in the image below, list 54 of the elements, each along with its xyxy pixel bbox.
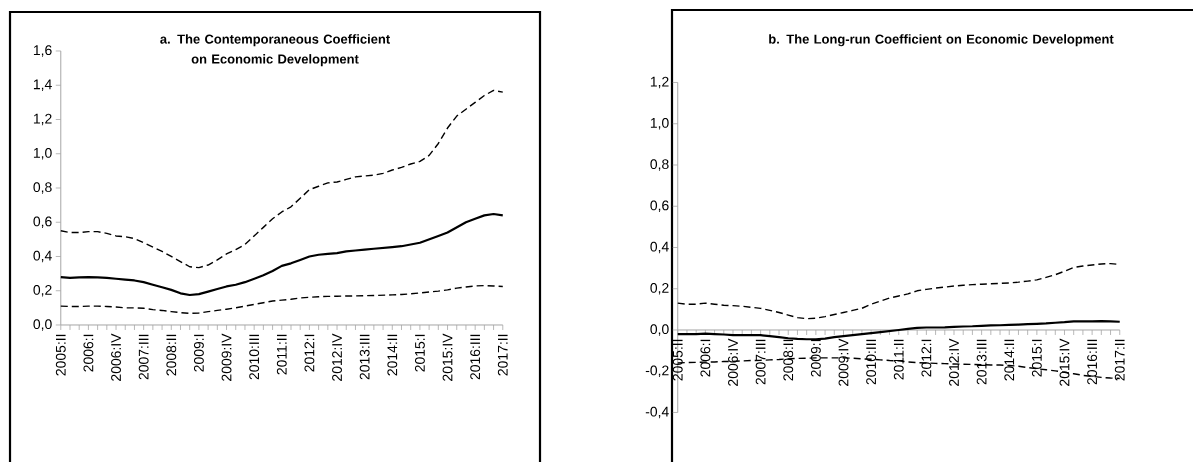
x-tick-label: 2011:II [276, 334, 287, 375]
x-tick-label: 2006:I [83, 334, 94, 372]
y-tick-label: 0,0 [650, 324, 669, 336]
y-tick-label: -0,4 [645, 406, 669, 419]
y-tick-label: 0,4 [650, 241, 669, 254]
y-tick-label: 0,6 [33, 216, 52, 228]
y-tick-label: 0,8 [650, 159, 669, 171]
x-tick-label: 2013:III [976, 339, 987, 385]
y-tick-label: 0,4 [33, 250, 52, 263]
x-tick-label: 2014:II [387, 334, 398, 376]
x-tick-label: 2008:II [166, 334, 177, 376]
x-tick-label: 2013:III [359, 334, 370, 380]
chart-title: a. The Contemporaneous Coefficient on Economic Development [160, 34, 390, 67]
y-tick-label: 0,8 [33, 182, 52, 194]
y-tick-label: 1,4 [33, 79, 52, 91]
x-tick-label: 2017:II [1114, 339, 1125, 381]
x-tick-label: 2012:IV [332, 333, 342, 381]
y-tick-label: 1,0 [33, 147, 52, 160]
x-tick-label: 2007:III [138, 334, 149, 380]
x-tick-label: 2006:IV [728, 338, 738, 386]
x-tick-label: 2005:II [672, 339, 683, 381]
chart-title: b. The Long-run Coefficient on Economic Development [769, 34, 1114, 47]
x-tick-label: 2017:II [497, 334, 508, 376]
y-tick-label: 1,6 [33, 45, 52, 57]
x-tick-label: 2016:III [470, 334, 481, 380]
x-tick-label: 2012:I [921, 339, 932, 377]
x-tick-label: 2009:IV [838, 338, 849, 386]
y-tick-label: -0,2 [645, 365, 669, 377]
x-tick-label: 2011:II [893, 339, 904, 380]
x-tick-label: 2009:IV [221, 333, 232, 381]
x-tick-label: 2010:III [249, 334, 260, 380]
y-tick-label: 0,6 [650, 200, 669, 212]
y-tick-label: 0,2 [33, 284, 52, 297]
x-tick-label: 2010:III [866, 339, 877, 385]
x-tick-label: 2015:I [414, 334, 425, 372]
x-tick-label: 2009:I [810, 339, 821, 377]
y-tick-label: 0,0 [33, 319, 52, 331]
y-tick-label: 0,2 [650, 282, 669, 295]
x-tick-label: 2005:II [55, 334, 66, 376]
x-tick-label: 2014:II [1004, 339, 1015, 381]
x-tick-label: 2015:I [1031, 339, 1042, 377]
x-tick-label: 2009:I [193, 334, 204, 372]
x-tick-label: 2012:I [304, 334, 315, 372]
x-tick-label: 2007:III [755, 339, 766, 385]
x-tick-label: 2016:III [1087, 339, 1098, 385]
x-tick-label: 2006:I [700, 339, 711, 377]
x-tick-label: 2012:IV [949, 338, 959, 386]
x-tick-label: 2015:IV [1059, 338, 1070, 386]
y-tick-label: 1,2 [650, 76, 669, 89]
y-tick-label: 1,0 [650, 117, 669, 130]
x-tick-label: 2006:IV [111, 333, 121, 381]
y-tick-label: 1,2 [33, 113, 52, 126]
x-tick-label: 2008:II [783, 339, 794, 381]
x-tick-label: 2015:IV [442, 333, 453, 381]
